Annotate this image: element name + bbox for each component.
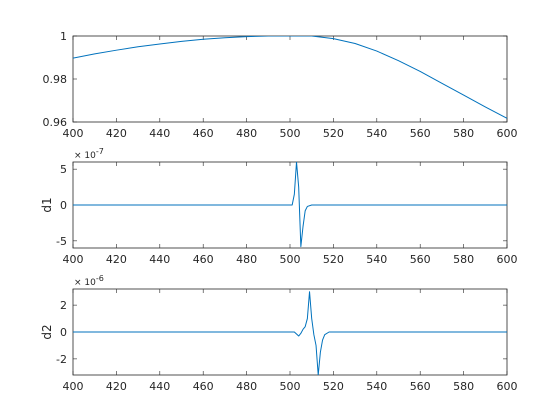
x-tick-label: 420: [106, 127, 127, 140]
y-tick-label: 0.98: [43, 73, 68, 86]
x-tick-label: 500: [280, 253, 301, 266]
series-line: [73, 291, 507, 375]
x-tick-label: 540: [366, 253, 387, 266]
x-tick-label: 460: [193, 380, 214, 393]
y-tick-label: 0: [60, 199, 67, 212]
y-tick-label: 0.96: [43, 116, 68, 129]
subplot-1: 400 420 440 460 480 500 520 540 560 580 600 0.96 0.9…: [43, 30, 518, 140]
x-tick-label: 600: [497, 253, 518, 266]
x-tick-label: 440: [149, 127, 170, 140]
x-tick-label: 580: [453, 253, 474, 266]
x-tick-label: 560: [410, 127, 431, 140]
x-tick-label: 480: [236, 380, 257, 393]
exponent-label: × 10-6: [74, 274, 104, 288]
exponent-label: × 10-7: [74, 147, 104, 161]
y-tick-label: -2: [56, 353, 67, 366]
y-tick-label: 1: [60, 30, 67, 43]
y-tick-label: 2: [60, 299, 67, 312]
y-tick-label: 5: [60, 163, 67, 176]
series-line: [73, 162, 507, 248]
x-tick-label: 600: [497, 380, 518, 393]
subplot-3: 400 420 440 460 480 500 520 540 560 580 600 -2 0 2 d2 ×…: [40, 274, 518, 393]
x-tick-label: 460: [193, 253, 214, 266]
x-tick-label: 400: [63, 253, 84, 266]
x-tick-label: 580: [453, 380, 474, 393]
x-tick-label: 560: [410, 253, 431, 266]
y-tick-label: -5: [56, 235, 67, 248]
x-tick-label: 500: [280, 127, 301, 140]
x-tick-label: 520: [323, 380, 344, 393]
y-axis-label: d1: [40, 197, 54, 212]
y-axis-label: d2: [40, 324, 54, 339]
x-tick-label: 480: [236, 127, 257, 140]
y-tick-label: 0: [60, 326, 67, 339]
x-tick-label: 440: [149, 380, 170, 393]
x-tick-label: 400: [63, 380, 84, 393]
x-tick-label: 520: [323, 127, 344, 140]
subplot-2: 400 420 440 460 480 500 520 540 560 580 600 -5 0 5 d1 ×…: [40, 147, 518, 266]
x-tick-label: 500: [280, 380, 301, 393]
x-tick-label: 440: [149, 253, 170, 266]
x-tick-label: 400: [63, 127, 84, 140]
axes-box: [72, 35, 508, 123]
x-tick-label: 600: [497, 127, 518, 140]
x-tick-label: 580: [453, 127, 474, 140]
series-line: [73, 36, 507, 119]
x-tick-label: 460: [193, 127, 214, 140]
x-tick-label: 420: [106, 253, 127, 266]
x-tick-label: 540: [366, 380, 387, 393]
x-tick-label: 480: [236, 253, 257, 266]
x-tick-label: 520: [323, 253, 344, 266]
x-tick-label: 560: [410, 380, 431, 393]
x-tick-label: 420: [106, 380, 127, 393]
x-tick-label: 540: [366, 127, 387, 140]
